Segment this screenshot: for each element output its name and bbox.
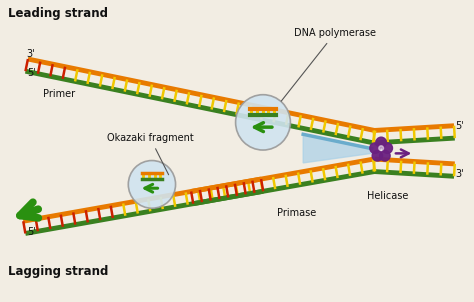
Circle shape	[128, 161, 175, 208]
Text: 3': 3'	[27, 49, 36, 59]
Circle shape	[376, 137, 386, 148]
Text: 3': 3'	[456, 169, 464, 179]
Circle shape	[236, 95, 291, 150]
Text: Primase: Primase	[277, 208, 317, 218]
Circle shape	[379, 146, 383, 150]
Text: 5': 5'	[27, 226, 36, 236]
Circle shape	[372, 150, 383, 161]
Text: Lagging strand: Lagging strand	[8, 265, 108, 278]
Circle shape	[370, 143, 380, 153]
Polygon shape	[303, 134, 372, 163]
Text: Helicase: Helicase	[367, 191, 408, 201]
Text: Leading strand: Leading strand	[8, 7, 108, 21]
Text: 5': 5'	[456, 120, 464, 130]
Text: Okazaki fragment: Okazaki fragment	[107, 133, 194, 175]
Text: Primer: Primer	[43, 89, 75, 99]
Circle shape	[382, 143, 392, 153]
Text: 5': 5'	[27, 68, 36, 78]
Circle shape	[380, 150, 390, 161]
Text: DNA polymerase: DNA polymerase	[281, 28, 376, 101]
